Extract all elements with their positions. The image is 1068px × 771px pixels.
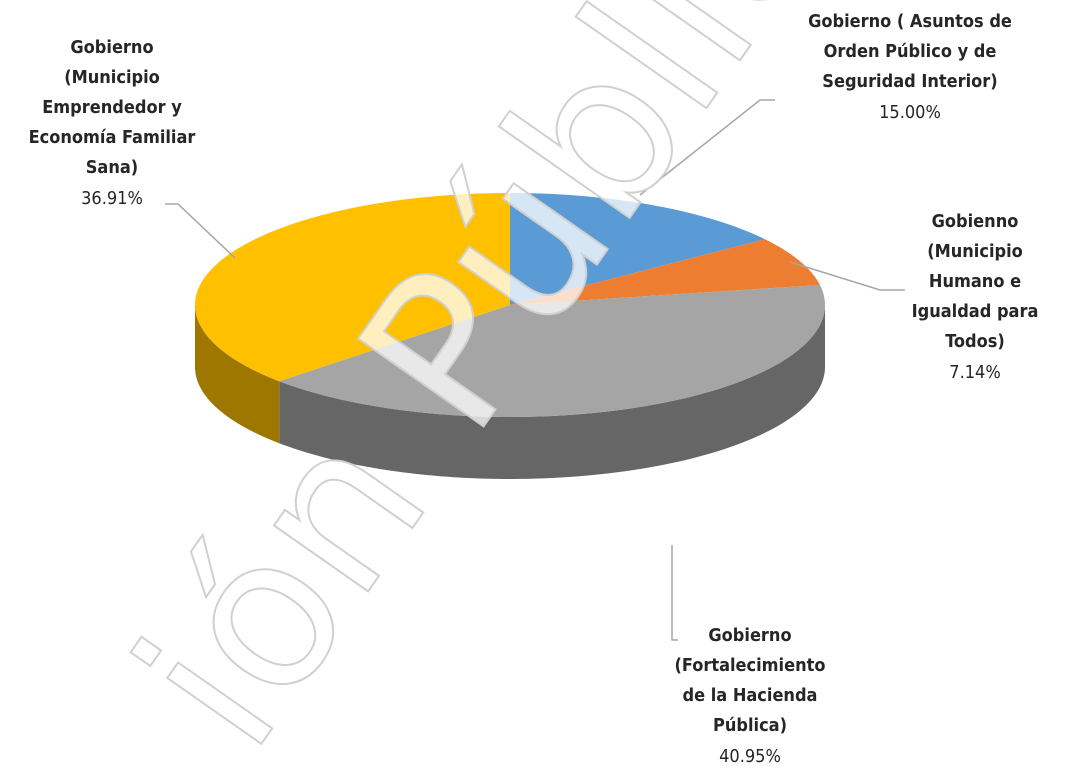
slice-side <box>279 305 825 479</box>
category-label: Gobierno <box>708 625 791 646</box>
category-label: Emprendedor y <box>42 97 182 118</box>
leader-line <box>165 203 236 259</box>
slice <box>195 193 511 382</box>
category-label: de la Hacienda <box>683 685 818 706</box>
category-label: Gobierno ( Asuntos de <box>808 11 1012 32</box>
category-label: Orden Público y de <box>824 41 997 62</box>
category-label: Gobienno <box>932 211 1019 232</box>
category-label: Igualdad para <box>912 301 1039 322</box>
slice <box>510 239 820 305</box>
leader-line <box>639 99 775 196</box>
category-label: (Municipio <box>927 241 1023 262</box>
category-label: Pública) <box>713 715 787 736</box>
category-label: Gobierno <box>70 37 153 58</box>
category-label: Economía Familiar <box>29 127 196 148</box>
pie <box>195 193 825 479</box>
slice <box>510 193 765 305</box>
category-label: (Fortalecimiento <box>674 655 825 676</box>
category-label: Humano e <box>929 271 1021 292</box>
category-label: (Municipio <box>64 67 160 88</box>
value-label: 36.91% <box>81 188 143 209</box>
value-label: 7.14% <box>949 362 1000 383</box>
slice-side <box>195 305 280 444</box>
value-label: 40.95% <box>719 746 781 767</box>
labels: Gobierno ( Asuntos de Orden Público y de S… <box>29 11 1039 767</box>
value-label: 15.00% <box>879 102 941 123</box>
slice <box>279 284 825 417</box>
leader-line <box>671 545 678 641</box>
category-label: Sana) <box>86 157 138 178</box>
category-label: Todos) <box>945 331 1005 352</box>
leader-line <box>789 261 905 291</box>
category-label: Seguridad Interior) <box>822 71 997 92</box>
